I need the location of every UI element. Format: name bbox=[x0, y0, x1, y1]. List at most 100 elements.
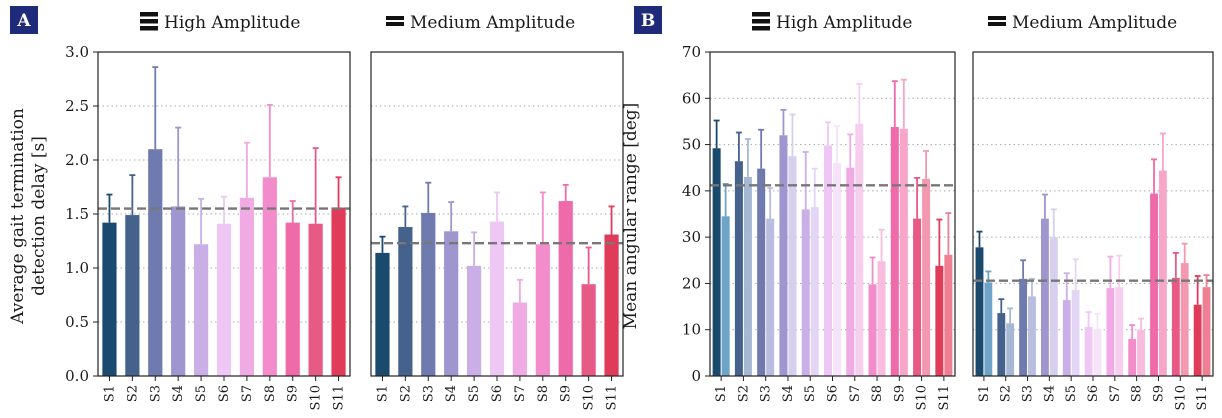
x-tick-label-s3: S3 bbox=[759, 385, 774, 402]
bar-s6-series1 bbox=[823, 145, 832, 376]
bar-s11-series2 bbox=[1202, 287, 1211, 376]
bar-s10-series2 bbox=[1180, 263, 1189, 376]
x-tick-label-s2: S2 bbox=[736, 385, 751, 402]
x-tick-label-s4: S4 bbox=[171, 385, 186, 402]
x-tick-label-s6: S6 bbox=[826, 385, 841, 402]
panel-label-a: A bbox=[10, 6, 38, 34]
y-tick-label: 20 bbox=[682, 274, 701, 292]
panel-title-text: Medium Amplitude bbox=[1012, 13, 1177, 33]
bar-s4-series2 bbox=[1049, 237, 1058, 376]
x-tick-label-s10: S10 bbox=[915, 385, 930, 410]
panel-title: High Amplitude bbox=[140, 12, 300, 33]
x-tick-label-s10: S10 bbox=[309, 385, 324, 410]
bar-s8 bbox=[262, 177, 277, 376]
bar-s8-series1 bbox=[1128, 338, 1137, 376]
y-tick-label: 0.0 bbox=[65, 367, 89, 385]
panel-label-a-box bbox=[10, 6, 38, 34]
bar-s6 bbox=[216, 223, 232, 376]
panel-label-a-text: A bbox=[16, 11, 31, 31]
panel-title: High Amplitude bbox=[752, 12, 912, 33]
icon-line bbox=[386, 22, 404, 26]
icon-line bbox=[140, 19, 158, 24]
y-tick-label: 30 bbox=[682, 228, 701, 246]
bar-s9-series2 bbox=[899, 128, 908, 376]
bar-s9-series1 bbox=[1150, 193, 1158, 376]
bar-s10-series1 bbox=[913, 218, 922, 376]
bar-s5-series2 bbox=[810, 207, 819, 376]
bar-s8 bbox=[535, 244, 550, 376]
bar-s7 bbox=[512, 302, 528, 376]
bar-s7-series2 bbox=[855, 123, 864, 376]
panel-title: Medium Amplitude bbox=[386, 13, 575, 33]
x-tick-label-s2: S2 bbox=[999, 385, 1014, 402]
icon-line bbox=[752, 12, 770, 17]
x-tick-label-s1: S1 bbox=[375, 385, 390, 402]
icon-line bbox=[386, 16, 404, 20]
bar-s2-series2 bbox=[743, 176, 752, 376]
bar-s2 bbox=[125, 215, 140, 376]
panel-a-ylabel-line2: detection delay [s] bbox=[29, 136, 49, 296]
bar-s2-series1 bbox=[997, 313, 1006, 376]
bar-s8-series1 bbox=[868, 284, 877, 376]
x-tick-label-s3: S3 bbox=[421, 385, 436, 402]
bar-s3-series1 bbox=[1019, 278, 1028, 376]
bar-s4 bbox=[444, 231, 459, 376]
panel-label-b-text: B bbox=[641, 11, 655, 31]
bar-s4-series1 bbox=[779, 135, 788, 376]
bar-s3-series2 bbox=[766, 218, 775, 376]
x-tick-label-s1: S1 bbox=[977, 385, 992, 402]
x-tick-label-s11: S11 bbox=[1195, 385, 1210, 410]
icon-line bbox=[752, 26, 770, 31]
x-tick-label-s8: S8 bbox=[870, 385, 885, 402]
x-tick-label-s10: S10 bbox=[582, 385, 597, 410]
x-tick-label-s4: S4 bbox=[444, 385, 459, 402]
y-tick-label: 0.5 bbox=[65, 313, 89, 331]
x-tick-label-s5: S5 bbox=[803, 385, 818, 402]
panel-a-high-amplitude-chart: 0.0 0.5 1.0 1.5 2.0 2.5 3.0 S1 S2 S3 S4 S5 S6 S7 S8 S9 S… bbox=[65, 12, 351, 410]
bar-s11 bbox=[331, 207, 346, 376]
bar-s7-series1 bbox=[846, 167, 855, 376]
bar-s10-series1 bbox=[1171, 277, 1180, 376]
icon-line bbox=[988, 16, 1006, 20]
x-tick-label-s11: S11 bbox=[605, 385, 620, 410]
panel-a-medium-amplitude-chart: S1 S2 S3 S4 S5 S6 S7 S8 S9 S10 S11 Medium Amplitude bbox=[370, 13, 624, 410]
y-tick-label: 70 bbox=[682, 43, 701, 61]
bar-s1 bbox=[102, 222, 117, 376]
x-tick-label-s8: S8 bbox=[536, 385, 551, 402]
x-tick-label-s5: S5 bbox=[194, 385, 209, 402]
x-tick-label-s3: S3 bbox=[148, 385, 163, 402]
x-tick-label-s11: S11 bbox=[332, 385, 347, 410]
x-tick-label-s2: S2 bbox=[125, 385, 140, 402]
x-tick-label-s4: S4 bbox=[781, 385, 796, 402]
x-tick-label-s7: S7 bbox=[513, 385, 528, 402]
y-tick-label: 10 bbox=[682, 321, 701, 339]
bar-s5 bbox=[193, 244, 209, 376]
medium-lines-icon bbox=[386, 16, 404, 26]
x-tick-label-s8: S8 bbox=[263, 385, 278, 402]
x-tick-label-s6: S6 bbox=[490, 385, 505, 402]
bar-s3 bbox=[421, 212, 436, 376]
bar-s1-series2 bbox=[984, 282, 993, 376]
bar-s5-series1 bbox=[801, 209, 810, 376]
y-tick-label: 60 bbox=[682, 89, 701, 107]
bar-s2 bbox=[398, 226, 413, 376]
x-tick-label-s11: S11 bbox=[937, 385, 952, 410]
x-tick-label-s6: S6 bbox=[1086, 385, 1101, 402]
bar-s9-series1 bbox=[890, 126, 899, 377]
x-tick-label-s9: S9 bbox=[286, 385, 301, 402]
x-tick-label-s9: S9 bbox=[892, 385, 907, 402]
bar-s6-series2 bbox=[833, 163, 842, 376]
bar-s7-series2 bbox=[1115, 287, 1124, 376]
bar-s1-series2 bbox=[721, 216, 730, 376]
thick-lines-icon bbox=[140, 12, 158, 31]
bar-s4 bbox=[171, 206, 186, 376]
x-tick-label-s5: S5 bbox=[467, 385, 482, 402]
y-tick-label: 1.0 bbox=[65, 259, 89, 277]
bar-s1-series1 bbox=[975, 247, 984, 376]
icon-line bbox=[752, 19, 770, 24]
bar-s9 bbox=[558, 201, 573, 376]
x-tick-label-s7: S7 bbox=[1108, 385, 1123, 402]
x-tick-label-s8: S8 bbox=[1130, 385, 1145, 402]
panel-b-medium-amplitude-chart: S1 S2 S3 S4 S5 S6 S7 S8 S9 S10 S11 Medium Amplitude bbox=[972, 13, 1214, 410]
